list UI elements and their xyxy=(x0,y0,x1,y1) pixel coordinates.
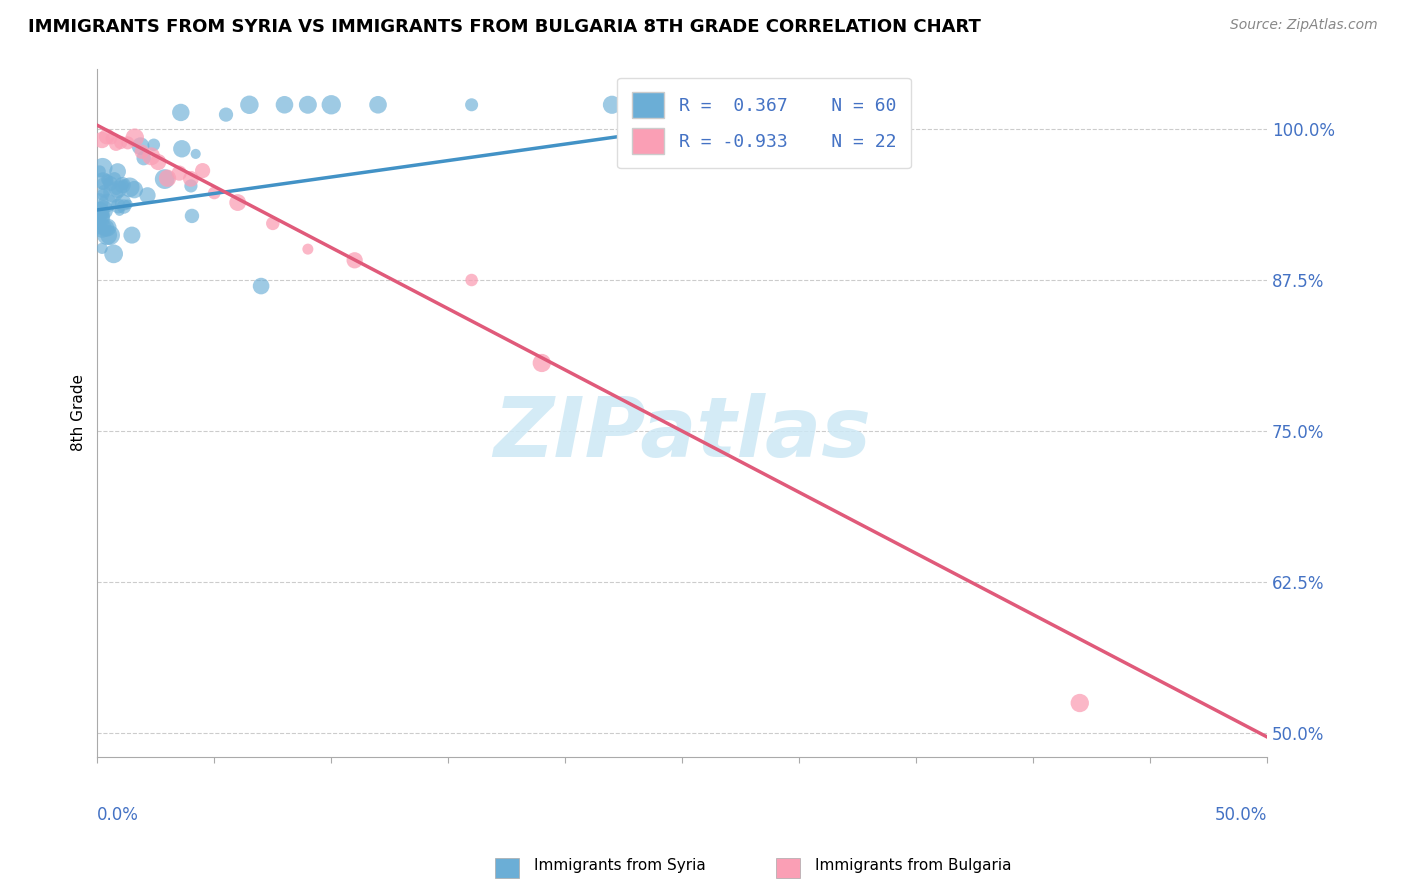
Point xyxy=(94,221,117,235)
Point xyxy=(96,172,118,186)
Point xyxy=(146,155,169,169)
Point xyxy=(153,172,176,186)
Point xyxy=(1069,696,1091,710)
Point xyxy=(96,196,118,211)
Point xyxy=(262,216,284,230)
Point xyxy=(89,195,111,210)
Point xyxy=(136,188,159,202)
Point xyxy=(93,185,115,199)
Point xyxy=(112,178,135,193)
Text: ZIPatlas: ZIPatlas xyxy=(494,393,872,475)
Point xyxy=(107,164,129,178)
Point xyxy=(89,216,111,230)
Point xyxy=(107,182,129,196)
Point xyxy=(167,166,190,180)
Point xyxy=(91,221,114,235)
Point xyxy=(103,247,125,261)
Point xyxy=(89,164,111,178)
Point xyxy=(105,136,128,151)
Y-axis label: 8th Grade: 8th Grade xyxy=(72,375,86,451)
Point xyxy=(184,147,207,161)
Point xyxy=(93,202,115,217)
Point xyxy=(91,174,114,188)
Point xyxy=(89,211,111,226)
Point xyxy=(460,273,482,287)
Point xyxy=(321,97,343,112)
Point xyxy=(170,142,193,156)
Point xyxy=(117,197,139,211)
Point xyxy=(89,220,111,235)
Point xyxy=(141,149,163,163)
Point xyxy=(191,163,214,178)
Text: Source: ZipAtlas.com: Source: ZipAtlas.com xyxy=(1230,18,1378,32)
Point xyxy=(103,186,125,200)
Point xyxy=(91,161,114,175)
Point xyxy=(202,186,225,200)
Point xyxy=(103,171,125,186)
Point xyxy=(273,97,295,112)
Text: IMMIGRANTS FROM SYRIA VS IMMIGRANTS FROM BULGARIA 8TH GRADE CORRELATION CHART: IMMIGRANTS FROM SYRIA VS IMMIGRANTS FROM… xyxy=(28,18,981,36)
Point xyxy=(98,228,121,243)
Point xyxy=(90,209,112,223)
Point xyxy=(96,227,118,242)
Point xyxy=(121,228,143,243)
Point xyxy=(297,97,319,112)
Point xyxy=(97,174,120,188)
Point xyxy=(111,195,134,210)
Point xyxy=(89,204,111,219)
Point xyxy=(117,136,139,150)
Point xyxy=(215,107,238,121)
Point xyxy=(132,151,155,165)
Point xyxy=(100,131,122,145)
Point xyxy=(91,241,114,255)
Point xyxy=(181,209,204,223)
Point xyxy=(367,97,389,112)
Point xyxy=(226,195,249,210)
Point xyxy=(600,97,623,112)
Point xyxy=(118,180,141,194)
Point xyxy=(124,130,146,145)
Point xyxy=(170,105,193,120)
Point xyxy=(111,178,134,193)
Text: Immigrants from Syria: Immigrants from Syria xyxy=(534,858,706,872)
Point xyxy=(112,178,135,192)
Text: Immigrants from Bulgaria: Immigrants from Bulgaria xyxy=(815,858,1012,872)
Point xyxy=(180,172,202,186)
Text: 0.0%: 0.0% xyxy=(97,805,139,823)
Point xyxy=(142,137,165,152)
Point xyxy=(297,242,319,256)
Point xyxy=(131,145,153,159)
Point xyxy=(96,220,118,235)
Point xyxy=(90,207,112,221)
Point xyxy=(180,178,202,193)
Point xyxy=(124,183,146,197)
Point xyxy=(460,97,482,112)
Point xyxy=(91,187,114,202)
Point xyxy=(91,133,114,147)
Point xyxy=(129,139,152,153)
Point xyxy=(100,177,122,191)
Point xyxy=(156,171,179,186)
Point xyxy=(105,182,128,196)
Point xyxy=(250,279,273,293)
Point xyxy=(238,97,260,112)
Point xyxy=(96,129,118,144)
Point xyxy=(112,200,135,214)
Point xyxy=(91,177,114,191)
Point xyxy=(110,136,132,150)
Point xyxy=(108,203,131,218)
Text: 50.0%: 50.0% xyxy=(1215,805,1267,823)
Point xyxy=(530,356,553,370)
Point xyxy=(343,253,366,268)
Legend: R =  0.367    N = 60, R = -0.933    N = 22: R = 0.367 N = 60, R = -0.933 N = 22 xyxy=(617,78,911,169)
Point xyxy=(107,199,129,213)
